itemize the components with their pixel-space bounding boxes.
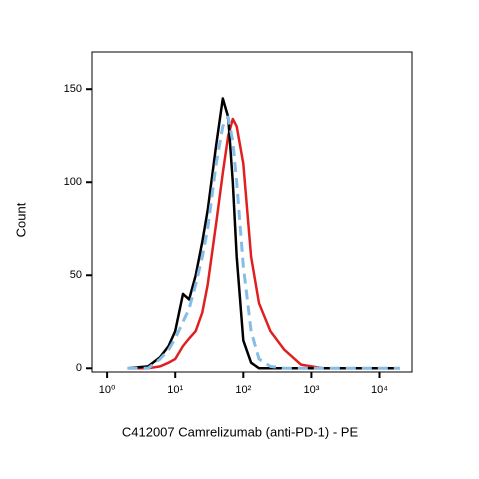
y-tick-label: 100	[64, 176, 82, 188]
y-tick-label: 150	[64, 83, 82, 95]
x-tick-label: 10²	[235, 384, 251, 396]
x-tick-label: 10¹	[167, 384, 183, 396]
y-tick-label: 0	[76, 362, 82, 374]
x-tick-label: 10³	[303, 384, 319, 396]
plot-frame	[91, 51, 413, 373]
x-tick-label: 10⁰	[99, 384, 116, 396]
y-axis-title: Count	[13, 202, 28, 237]
histogram-line	[127, 97, 400, 370]
histogram-line	[127, 117, 400, 370]
y-tick-label: 50	[70, 269, 82, 281]
x-axis-title: C412007 Camrelizumab (anti-PD-1) - PE	[122, 424, 359, 439]
x-tick-label: 10⁴	[371, 384, 388, 396]
histogram-line	[127, 115, 400, 370]
